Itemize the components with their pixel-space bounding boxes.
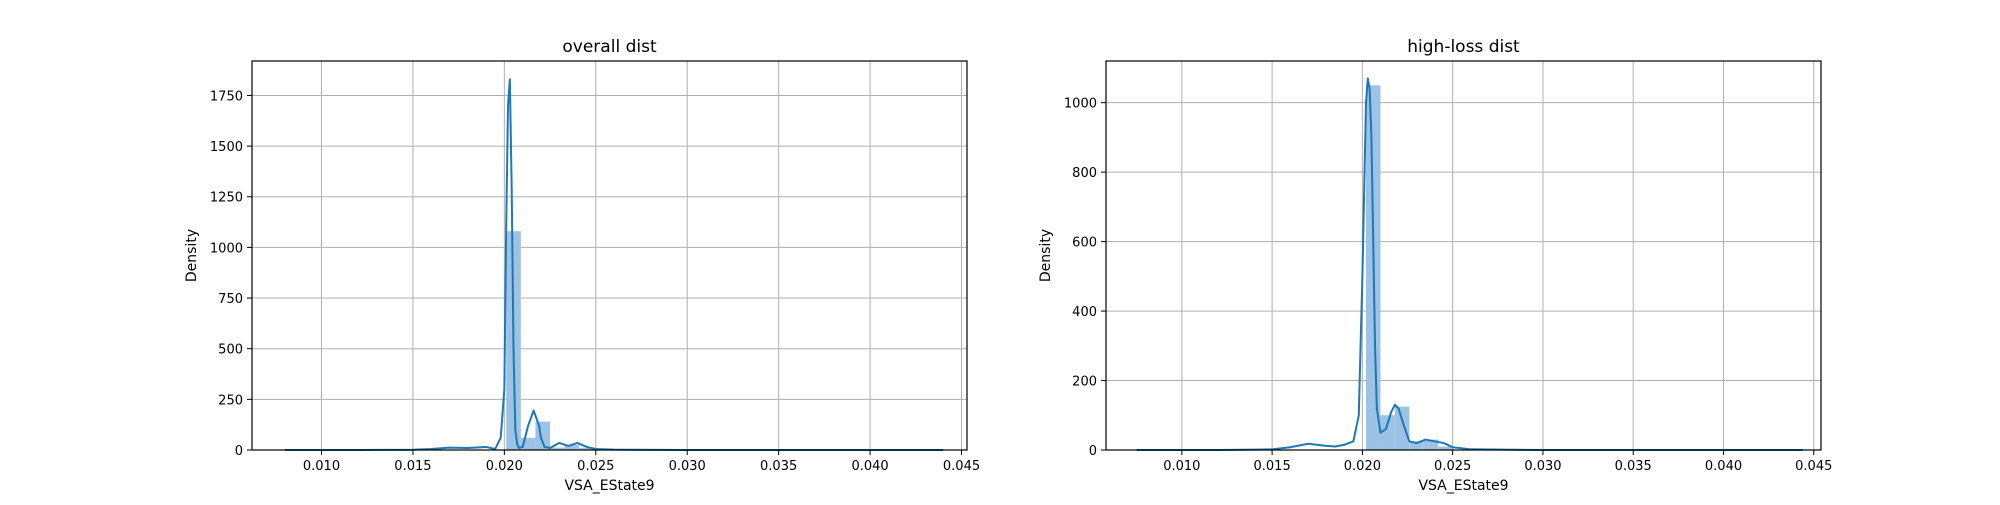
- axes-frame: [1105, 60, 1822, 451]
- x-tick-label: 0.010: [1163, 459, 1200, 474]
- y-tick-label: 1000: [1064, 97, 1097, 112]
- x-tick-label: 0.030: [1524, 459, 1561, 474]
- axes-frame: [251, 60, 968, 451]
- histogram-bar: [550, 447, 565, 450]
- y-axis-label: Density: [1038, 229, 1054, 282]
- chart-overall-dist: 0.010 0.015 0.020 0.025 0.030 0.035 0.040 0.045…: [184, 37, 980, 494]
- kde-line: [1136, 77, 1803, 451]
- y-tick-label: 1000: [210, 241, 243, 256]
- y-tick-label: 200: [1072, 375, 1097, 390]
- histogram-bar: [579, 447, 594, 450]
- x-tick-label: 0.035: [760, 459, 797, 474]
- chart-title: high-loss dist: [1407, 37, 1520, 57]
- x-tick-label: 0.025: [1434, 459, 1471, 474]
- histogram-bar: [1394, 406, 1410, 450]
- y-tick-label: 600: [1072, 236, 1097, 251]
- x-tick-label: 0.040: [1705, 459, 1742, 474]
- x-tick-label: 0.020: [486, 459, 523, 474]
- chart-high-loss-dist: 0.010 0.015 0.020 0.025 0.030 0.035 0.040 0.045…: [1038, 37, 1832, 494]
- y-tick-label: 250: [218, 393, 243, 408]
- histogram-bar: [1380, 415, 1395, 450]
- x-axis-label: VSA_EState9: [564, 478, 654, 494]
- x-tick-label: 0.025: [577, 459, 614, 474]
- y-tick-label: 1250: [210, 191, 243, 206]
- y-tick-label: 1500: [210, 140, 243, 155]
- x-tick-label: 0.015: [394, 459, 431, 474]
- y-tick-label: 400: [1072, 305, 1097, 320]
- histogram-bar: [564, 444, 580, 450]
- y-tick-label: 1750: [210, 89, 243, 104]
- y-tick-label: 0: [235, 444, 243, 459]
- histogram-bar: [535, 421, 551, 450]
- y-tick-label: 0: [1089, 444, 1097, 459]
- x-tick-label: 0.030: [669, 459, 706, 474]
- x-tick-label: 0.040: [851, 459, 888, 474]
- y-tick-label: 750: [218, 292, 243, 307]
- x-tick-label: 0.045: [943, 459, 980, 474]
- x-tick-label: 0.010: [303, 459, 340, 474]
- y-axis-label: Density: [184, 229, 200, 282]
- chart-title: overall dist: [562, 37, 657, 57]
- x-tick-label: 0.045: [1795, 459, 1832, 474]
- x-axis-label: VSA_EState9: [1418, 478, 1508, 494]
- kde-line: [284, 78, 944, 451]
- x-tick-label: 0.035: [1615, 459, 1652, 474]
- histogram-bar: [1409, 441, 1424, 450]
- y-tick-label: 800: [1072, 166, 1097, 181]
- y-tick-label: 500: [218, 343, 243, 358]
- x-tick-label: 0.015: [1254, 459, 1291, 474]
- histogram-bar: [1423, 439, 1439, 450]
- x-tick-label: 0.020: [1344, 459, 1381, 474]
- histogram-bar: [1438, 446, 1453, 450]
